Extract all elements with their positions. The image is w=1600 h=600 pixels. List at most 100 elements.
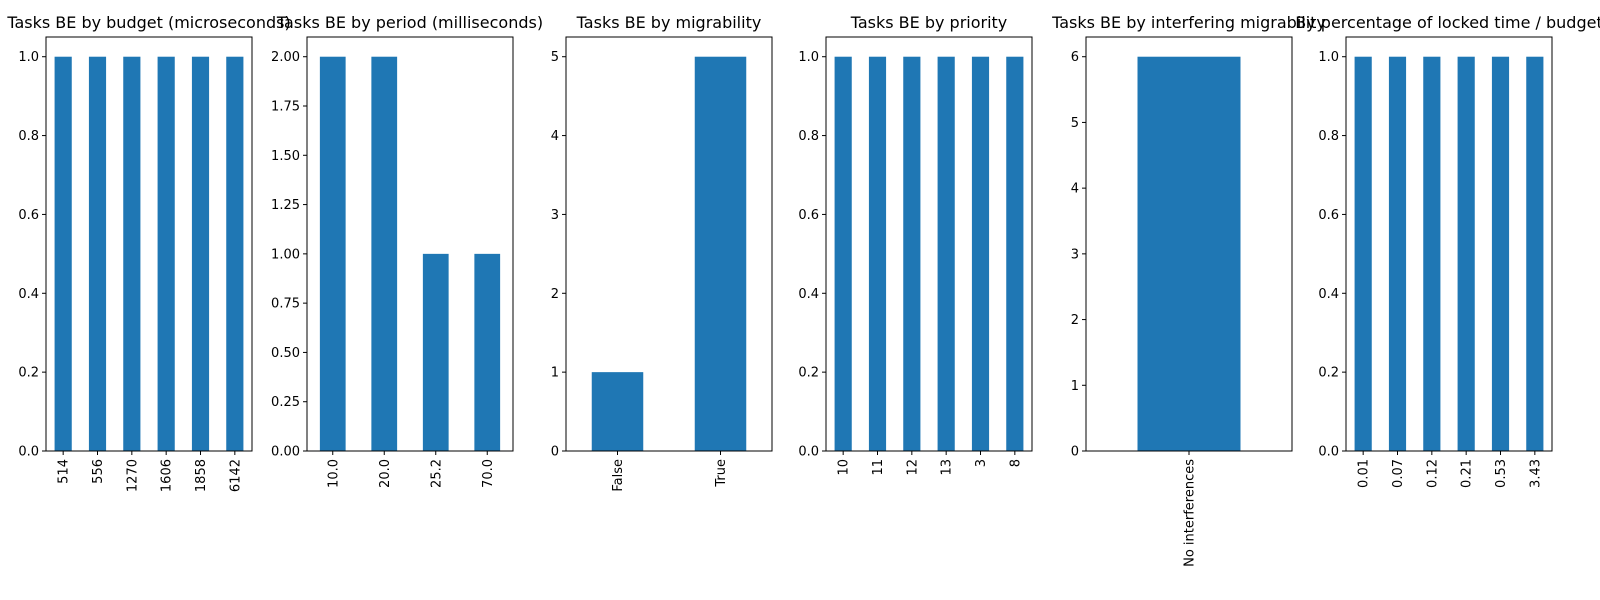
x-tick-label: 3: [974, 459, 989, 467]
x-tick-label: 10.0: [326, 459, 341, 488]
y-tick-label: 6: [1071, 50, 1079, 65]
y-tick-label: 0.8: [798, 129, 819, 144]
bar-true: [694, 56, 747, 451]
bar-514: [54, 56, 72, 451]
chart-panel-6: 0.0 0.2 0.4 0.6 0.8 1.0 0.01 0.07 0.12 0.21 0.53 3.…: [1295, 13, 1600, 488]
chart-title: Tasks BE by period (milliseconds): [276, 13, 543, 32]
y-tick-label: 4: [551, 129, 559, 144]
bar-1270: [123, 56, 141, 451]
y-tick-label: 2: [551, 287, 559, 302]
y-tick-label: 3: [551, 208, 559, 223]
x-tick-label: 25.2: [429, 459, 444, 488]
chart-panel-3: 0 1 2 3 4 5 False True Tasks BE by migrability: [551, 13, 773, 492]
bar-6142: [226, 56, 244, 451]
bar-25-2: [422, 253, 449, 451]
y-tick-label: 0.8: [18, 129, 39, 144]
y-tick-label: 1.50: [271, 149, 300, 164]
plot-frame: [1345, 36, 1553, 452]
y-tick-label: 1.0: [18, 50, 39, 65]
y-tick-label: 3: [1071, 247, 1079, 262]
y-tick-label: 0: [551, 445, 559, 460]
bar-3-43: [1526, 56, 1544, 451]
x-tick-label: 556: [91, 459, 106, 484]
plot-frame: [306, 36, 514, 452]
y-tick-label: 0.6: [1318, 208, 1339, 223]
y-tick-label: 0.2: [798, 366, 819, 381]
bar-false: [591, 372, 644, 451]
y-tick-label: 0.0: [798, 445, 819, 460]
y-tick-label: 0.4: [1318, 287, 1339, 302]
bar-0-53: [1491, 56, 1510, 451]
chart-title: Tasks BE by budget (microseconds): [6, 13, 290, 32]
bar-1606: [157, 56, 175, 451]
y-tick-label: 0: [1071, 445, 1079, 460]
y-tick-label: 1.00: [271, 247, 300, 262]
x-tick-label: 1270: [125, 459, 140, 492]
y-tick-label: 0.6: [18, 208, 39, 223]
bar-8: [1006, 56, 1024, 451]
y-tick-label: 1.0: [798, 50, 819, 65]
bar-11: [868, 56, 887, 451]
chart-title: Tasks BE by migrability: [576, 13, 762, 32]
bar-12: [903, 56, 921, 451]
bar-10-0: [319, 56, 346, 451]
bar-3: [971, 56, 990, 451]
y-tick-label: 0.75: [271, 297, 300, 312]
chart-title: Tasks BE by priority: [850, 13, 1008, 32]
bar-0-07: [1388, 56, 1407, 451]
chart-panel-5: 0 1 2 3 4 5 6 No interferences Tasks BE by inter…: [1051, 13, 1326, 567]
x-tick-label: 0.53: [1494, 459, 1509, 488]
x-tick-label: 3.43: [1528, 459, 1543, 488]
y-tick-label: 0.00: [271, 445, 300, 460]
x-tick-label: 0.12: [1425, 459, 1440, 488]
y-tick-label: 1: [1071, 379, 1079, 394]
y-tick-label: 0.4: [18, 287, 39, 302]
bar-20-0: [371, 56, 398, 451]
x-tick-label: 20.0: [378, 459, 393, 488]
y-tick-label: 5: [551, 50, 559, 65]
y-tick-label: 1: [551, 366, 559, 381]
y-tick-label: 0.0: [1318, 445, 1339, 460]
y-tick-label: 2.00: [271, 50, 300, 65]
chart-panel-1: 0.0 0.2 0.4 0.6 0.8 1.0 514 556 1270 1606 1858 6142…: [6, 13, 290, 492]
chart-title: Tasks BE by interfering migrability: [1051, 13, 1326, 32]
chart-panel-4: 0.0 0.2 0.4 0.6 0.8 1.0 10 11 12 13 3 8 Tasks BE by …: [798, 13, 1033, 476]
y-tick-label: 0.2: [1318, 366, 1339, 381]
y-tick-label: 4: [1071, 182, 1079, 197]
bar-0-21: [1457, 56, 1475, 451]
y-tick-label: 1.0: [1318, 50, 1339, 65]
chart-panel-2: 0.00 0.25 0.50 0.75 1.00 1.25 1.50 1.75 2.00 10.0…: [271, 13, 543, 488]
y-tick-label: 0.6: [798, 208, 819, 223]
y-tick-label: 0.8: [1318, 129, 1339, 144]
x-tick-label: 70.0: [481, 459, 496, 488]
x-tick-label: 8: [1008, 459, 1023, 467]
x-tick-label: 12: [905, 459, 920, 476]
bar-13: [937, 56, 955, 451]
bar-10: [834, 56, 852, 451]
plot-frame: [45, 36, 253, 452]
x-tick-label: 10: [837, 459, 852, 476]
plot-frame: [565, 36, 773, 452]
y-tick-label: 1.25: [271, 198, 300, 213]
x-tick-label: 0.21: [1460, 459, 1475, 488]
x-tick-label: True: [714, 459, 729, 488]
y-tick-label: 2: [1071, 313, 1079, 328]
y-tick-label: 0.50: [271, 346, 300, 361]
x-tick-label: 1858: [194, 459, 209, 492]
y-tick-label: 1.75: [271, 100, 300, 115]
x-tick-label: 0.07: [1391, 459, 1406, 488]
x-tick-label: 0.01: [1357, 459, 1372, 488]
x-tick-label: 1606: [160, 459, 175, 492]
x-tick-label: 11: [871, 459, 886, 476]
bar-70-0: [474, 253, 501, 451]
x-tick-label: 514: [57, 459, 72, 484]
plot-frame: [825, 36, 1033, 452]
chart-title: By percentage of locked time / budget: [1295, 13, 1600, 32]
x-tick-label: No interferences: [1183, 459, 1198, 567]
x-tick-label: 13: [940, 459, 955, 476]
y-tick-label: 5: [1071, 116, 1079, 131]
bar-0-12: [1423, 56, 1441, 451]
bar-0-01: [1354, 56, 1372, 451]
x-tick-label: 6142: [228, 459, 243, 492]
